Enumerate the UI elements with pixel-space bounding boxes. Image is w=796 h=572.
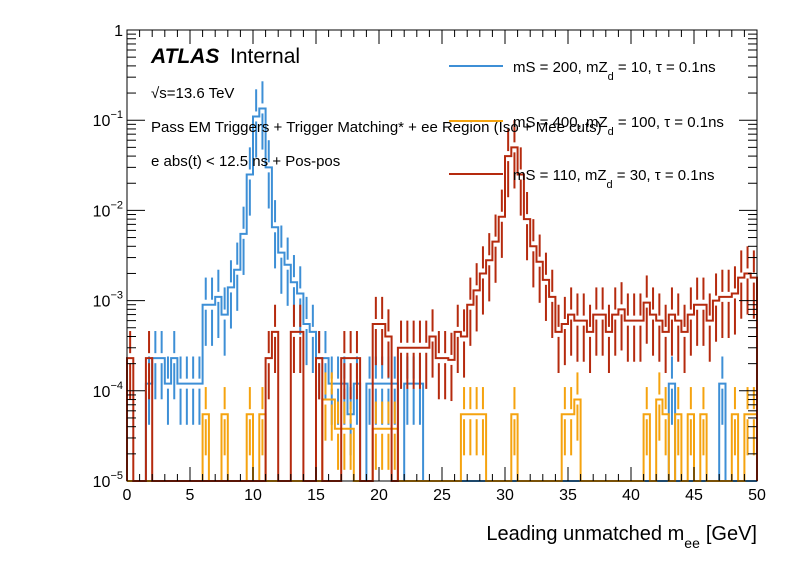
- x-tick-label: 45: [685, 487, 703, 504]
- y-tick-exponent: −1: [110, 109, 123, 121]
- energy-label: √s=13.6 TeV: [151, 85, 234, 102]
- x-tick-label: 35: [559, 487, 577, 504]
- x-axis-label-main: Leading unmatched m: [486, 523, 684, 545]
- legend-label: mS = 400, mZd = 100, τ = 0.1ns: [513, 114, 724, 138]
- x-tick-label: 40: [622, 487, 640, 504]
- y-tick-label: 10−5: [93, 470, 123, 491]
- x-tick-label: 25: [433, 487, 451, 504]
- legend-label-main: mS = 400, mZ: [513, 114, 608, 131]
- legend-label-sub: d: [608, 126, 614, 138]
- y-tick-base: 10: [93, 203, 111, 220]
- legend-label-main: mS = 200, mZ: [513, 59, 608, 76]
- legend-label-sub: d: [607, 179, 613, 191]
- x-axis-title: Leading unmatched mee [GeV]: [486, 523, 757, 551]
- legend-label: mS = 110, mZd = 30, τ = 0.1ns: [513, 167, 714, 191]
- x-tick-label: 30: [496, 487, 514, 504]
- histogram-line: [126, 146, 758, 482]
- legend-label-rest: = 10, τ = 0.1ns: [614, 59, 716, 76]
- y-tick-label: 1: [114, 23, 123, 40]
- legend-label-main: mS = 110, mZ: [513, 167, 607, 184]
- y-tick-exponent: −2: [110, 199, 123, 211]
- axes-layer: [126, 29, 758, 482]
- x-axis-label-sub: ee: [684, 535, 700, 551]
- x-tick-label: 20: [370, 487, 388, 504]
- legend-label-sub: d: [608, 71, 614, 83]
- x-tick-label: 0: [123, 487, 132, 504]
- histogram-layer: [126, 81, 758, 482]
- y-tick-base: 10: [93, 384, 111, 401]
- annotation-block: ATLAS Internal √s=13.6 TeV Pass EM Trigg…: [150, 45, 602, 170]
- y-tick-label: 10−2: [93, 199, 123, 220]
- legend-entry: mS = 110, mZd = 30, τ = 0.1ns: [449, 167, 714, 191]
- y-tick-label: 10−4: [93, 380, 123, 401]
- selection-label-2: e abs(t) < 12.5 ns + Pos-pos: [151, 153, 340, 170]
- selection-label-1: Pass EM Triggers + Trigger Matching* + e…: [151, 119, 602, 136]
- y-tick-label: 10−3: [93, 290, 123, 311]
- legend-entry: mS = 400, mZd = 100, τ = 0.1ns: [449, 114, 724, 138]
- atlas-label: ATLAS: [150, 45, 219, 68]
- y-tick-label: 10−1: [93, 109, 123, 130]
- x-axis-label: Leading unmatched mee [GeV]: [486, 523, 757, 551]
- y-tick-base: 10: [93, 474, 111, 491]
- legend-entry: mS = 200, mZd = 10, τ = 0.1ns: [449, 59, 716, 83]
- legend-label: mS = 200, mZd = 10, τ = 0.1ns: [513, 59, 716, 83]
- x-tick-label: 50: [748, 487, 766, 504]
- series-1: [127, 372, 758, 482]
- legend-label-rest: = 30, τ = 0.1ns: [613, 167, 715, 184]
- y-tick-base: 1: [114, 23, 123, 40]
- x-tick-label: 10: [244, 487, 262, 504]
- internal-label: Internal: [230, 45, 300, 68]
- y-tick-exponent: −4: [110, 380, 123, 392]
- legend-label-rest: = 100, τ = 0.1ns: [614, 114, 724, 131]
- x-tick-label: 15: [307, 487, 325, 504]
- y-tick-base: 10: [93, 113, 111, 130]
- y-tick-exponent: −5: [110, 470, 123, 482]
- y-tick-base: 10: [93, 294, 111, 311]
- y-tick-exponent: −3: [110, 290, 123, 302]
- series-2: [126, 120, 758, 482]
- x-tick-label: 5: [186, 487, 195, 504]
- x-axis-label-unit: [GeV]: [706, 523, 757, 545]
- tick-labels: 0 5 10 15 20 25 30 35 40 45 5010−510−410−310−210−1…: [93, 23, 766, 504]
